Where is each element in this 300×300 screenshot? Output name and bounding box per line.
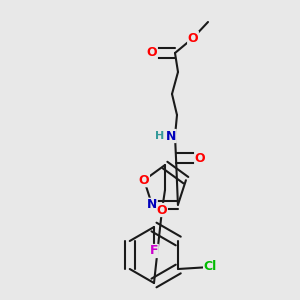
Text: O: O [157,203,167,217]
Text: N: N [166,130,176,142]
Text: O: O [195,152,205,164]
Text: O: O [188,32,198,44]
Text: Cl: Cl [204,260,217,274]
Text: H: H [155,131,165,141]
Text: N: N [147,198,157,211]
Text: O: O [147,46,157,59]
Text: O: O [139,174,149,187]
Text: F: F [150,244,158,257]
